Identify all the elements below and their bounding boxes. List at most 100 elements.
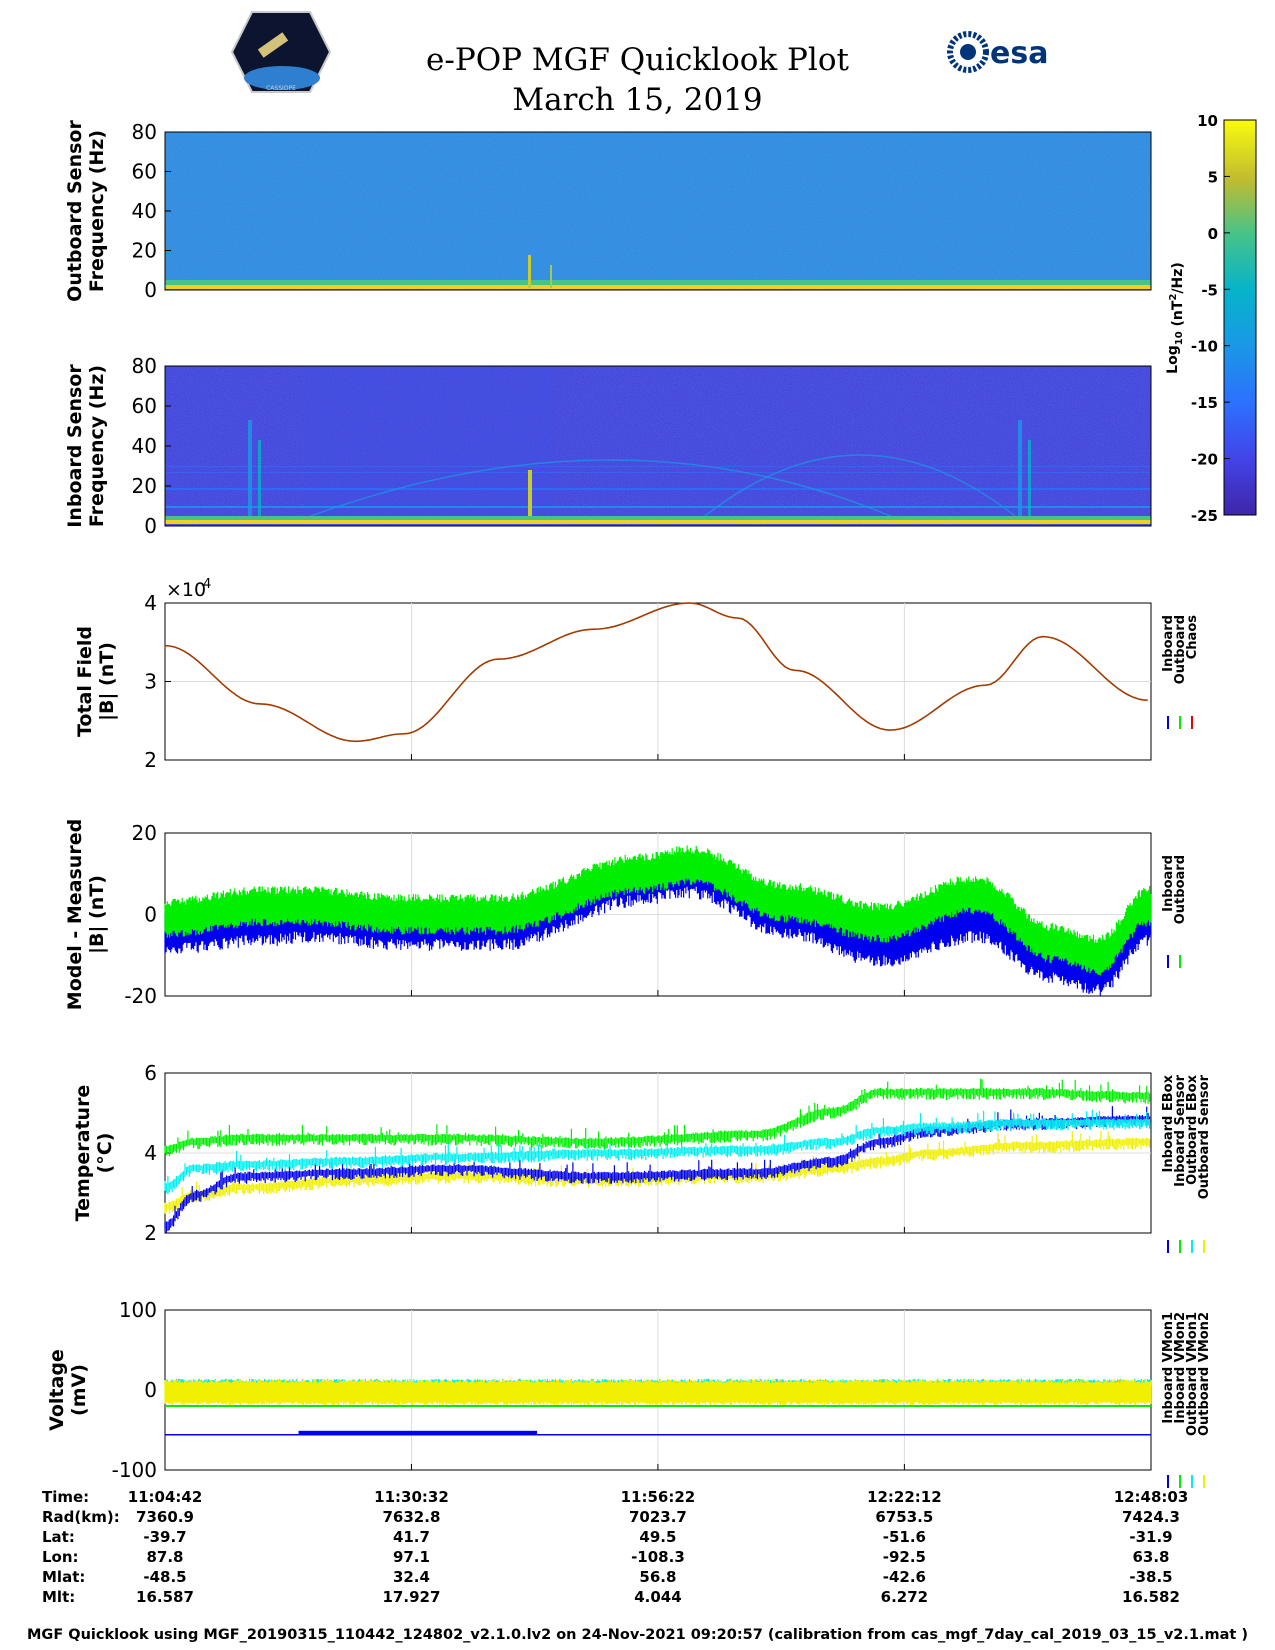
outboard-y-tick-label: 80: [132, 120, 157, 144]
temperature-y-tick-label: 4: [144, 1141, 157, 1165]
table-cell: 32.4: [393, 1568, 430, 1586]
table-cell: 4.044: [634, 1588, 681, 1606]
table-cell: 49.5: [639, 1528, 676, 1546]
table-row-label: Mlt:: [42, 1588, 75, 1606]
table-cell: 16.582: [1122, 1588, 1180, 1606]
table-cell: 87.8: [146, 1548, 183, 1566]
voltage-y-tick-label: -100: [112, 1458, 157, 1482]
table-cell: -48.5: [143, 1568, 186, 1586]
total-field-y-tick-label: 2: [144, 748, 157, 772]
table-cell: 7023.7: [629, 1508, 687, 1526]
model-measured-ylabel-line: |B| (nT): [86, 875, 108, 954]
model-measured-y-tick-label: 0: [144, 903, 157, 927]
model-measured-outboard: [164, 845, 1152, 976]
table-cell: 12:22:12: [867, 1488, 942, 1506]
total-field-legend-label: Inboard: [1161, 615, 1176, 672]
total-field-legend-label: Chaos: [1185, 615, 1200, 659]
voltage-ylabel-line: Voltage: [46, 1349, 68, 1431]
temperature-inboard-ebox: [164, 1078, 1151, 1156]
table-cell: 97.1: [393, 1548, 430, 1566]
total-field-line: [164, 602, 1148, 743]
colorbar-ticks: 10 5 0 -5 -10 -15 -20 -25: [1191, 112, 1230, 525]
voltage-outboard-vmon2: [164, 1379, 1152, 1406]
voltage-ylabel: Voltage(mV): [46, 1349, 90, 1431]
temperature-legend-label: Inboard EBox: [1161, 1074, 1176, 1172]
table-cell: -31.9: [1129, 1528, 1172, 1546]
voltage-panel: 100 0 -100 Voltage(mV) Inboard VMon1Inboard …: [46, 1298, 1212, 1488]
voltage-ylabel-line: (mV): [68, 1364, 90, 1416]
temperature-legend-label: Outboard Sensor: [1197, 1074, 1212, 1199]
table-cell: 11:56:22: [621, 1488, 696, 1506]
outboard-spectrogram: [164, 131, 1152, 291]
temperature-y-tick-label: 6: [144, 1061, 157, 1085]
outboard-y-tick-label: 60: [132, 160, 157, 184]
colorbar-tick-label: -5: [1201, 281, 1218, 299]
colorbar-tick-label: -10: [1191, 338, 1218, 356]
colorbar-label-part: (nT: [1170, 300, 1186, 331]
temperature-ylabel-line: (°C): [94, 1133, 116, 1174]
table-cell: 7360.9: [136, 1508, 194, 1526]
table-cell: 11:04:42: [128, 1488, 203, 1506]
colorbar-tick-label: -15: [1191, 394, 1218, 412]
inboard-y-tick-label: 20: [132, 474, 157, 498]
table-cell: -92.5: [883, 1548, 926, 1566]
inboard-axis: 80 60 40 20 0 Inboard SensorFrequency (Hz): [64, 354, 171, 538]
svg-text:CASSIOPE: CASSIOPE: [266, 85, 296, 92]
footer-note: MGF Quicklook using MGF_20190315_110442_…: [26, 1627, 1248, 1643]
table-cell: 7632.8: [383, 1508, 441, 1526]
table-row-label: Mlat:: [42, 1568, 85, 1586]
colorbar-tick-label: -20: [1191, 451, 1218, 469]
outboard-y-tick-label: 20: [132, 239, 157, 263]
outboard-y-tick-label: 40: [132, 199, 157, 223]
total-field-y-tick-label: 4: [144, 591, 157, 615]
model-measured-legend-label: Inboard: [1161, 855, 1176, 912]
voltage-legend-label: Outboard VMon1: [1185, 1312, 1200, 1436]
esa-logo: esa: [947, 31, 1048, 73]
table-cell: 11:30:32: [374, 1488, 449, 1506]
inboard-ylabel-line: Inboard Sensor: [64, 364, 86, 528]
inboard-y-tick-label: 40: [132, 434, 157, 458]
temperature-ylabel-line: Temperature: [72, 1085, 94, 1222]
table-cell: -38.5: [1129, 1568, 1172, 1586]
multiplier-exponent: 4: [203, 577, 211, 592]
model-measured-ylabel-line: Model - Measured: [64, 819, 86, 1010]
model-minus-measured-panel: 20 0 -20 Model - Measured|B| (nT) InboardOut…: [64, 819, 1188, 1010]
table-row-label: Time:: [42, 1488, 89, 1506]
voltage-inboard-vmon1-burst: [298, 1430, 538, 1435]
table-cell: -51.6: [883, 1528, 926, 1546]
voltage-y-tick-label: 100: [119, 1298, 157, 1322]
inboard-ylabel-line: Frequency (Hz): [86, 365, 108, 527]
colorbar: [1223, 119, 1257, 516]
table-row-label: Lon:: [42, 1548, 79, 1566]
inboard-y-tick-label: 80: [132, 354, 157, 378]
model-measured-y-tick-label: 20: [132, 821, 157, 845]
temperature-legend-label: Inboard Sensor: [1173, 1074, 1188, 1186]
table-cell: 16.587: [136, 1588, 194, 1606]
table-cell: 6753.5: [875, 1508, 933, 1526]
model-measured-legend-label: Outboard: [1173, 855, 1188, 924]
table-cell: 17.927: [383, 1588, 441, 1606]
outboard-axis: 80 60 40 20 0 Outboard SensorFrequency (Hz): [64, 120, 171, 302]
table-cell: 6.272: [881, 1588, 928, 1606]
inboard-spectrogram: [164, 365, 1152, 527]
cassiope-logo: CASSIOPE: [230, 11, 332, 93]
outboard-ylabel: Outboard SensorFrequency (Hz): [64, 120, 108, 302]
colorbar-tick-label: 0: [1208, 225, 1218, 243]
table-row-label: Rad(km):: [42, 1508, 120, 1526]
voltage-legend-label: Inboard VMon1: [1161, 1312, 1176, 1424]
total-field-ylabel-line: Total Field: [74, 626, 96, 737]
orbit-table: Time: 11:04:42 11:30:32 11:56:22 12:22:12 12:…: [42, 1488, 1188, 1606]
outboard-ylabel-line: Outboard Sensor: [64, 120, 86, 302]
colorbar-label-part: /Hz): [1170, 262, 1186, 293]
temperature-inboard-sensor: [164, 1109, 1151, 1195]
outboard-y-tick-label: 0: [144, 278, 157, 302]
table-cell: 7424.3: [1122, 1508, 1180, 1526]
multiplier-label: ×10: [166, 579, 206, 601]
table-cell: -108.3: [631, 1548, 685, 1566]
temperature-ylabel: Temperature(°C): [72, 1085, 116, 1222]
inboard-y-tick-label: 60: [132, 394, 157, 418]
colorbar-label-part: 2: [1168, 294, 1179, 301]
